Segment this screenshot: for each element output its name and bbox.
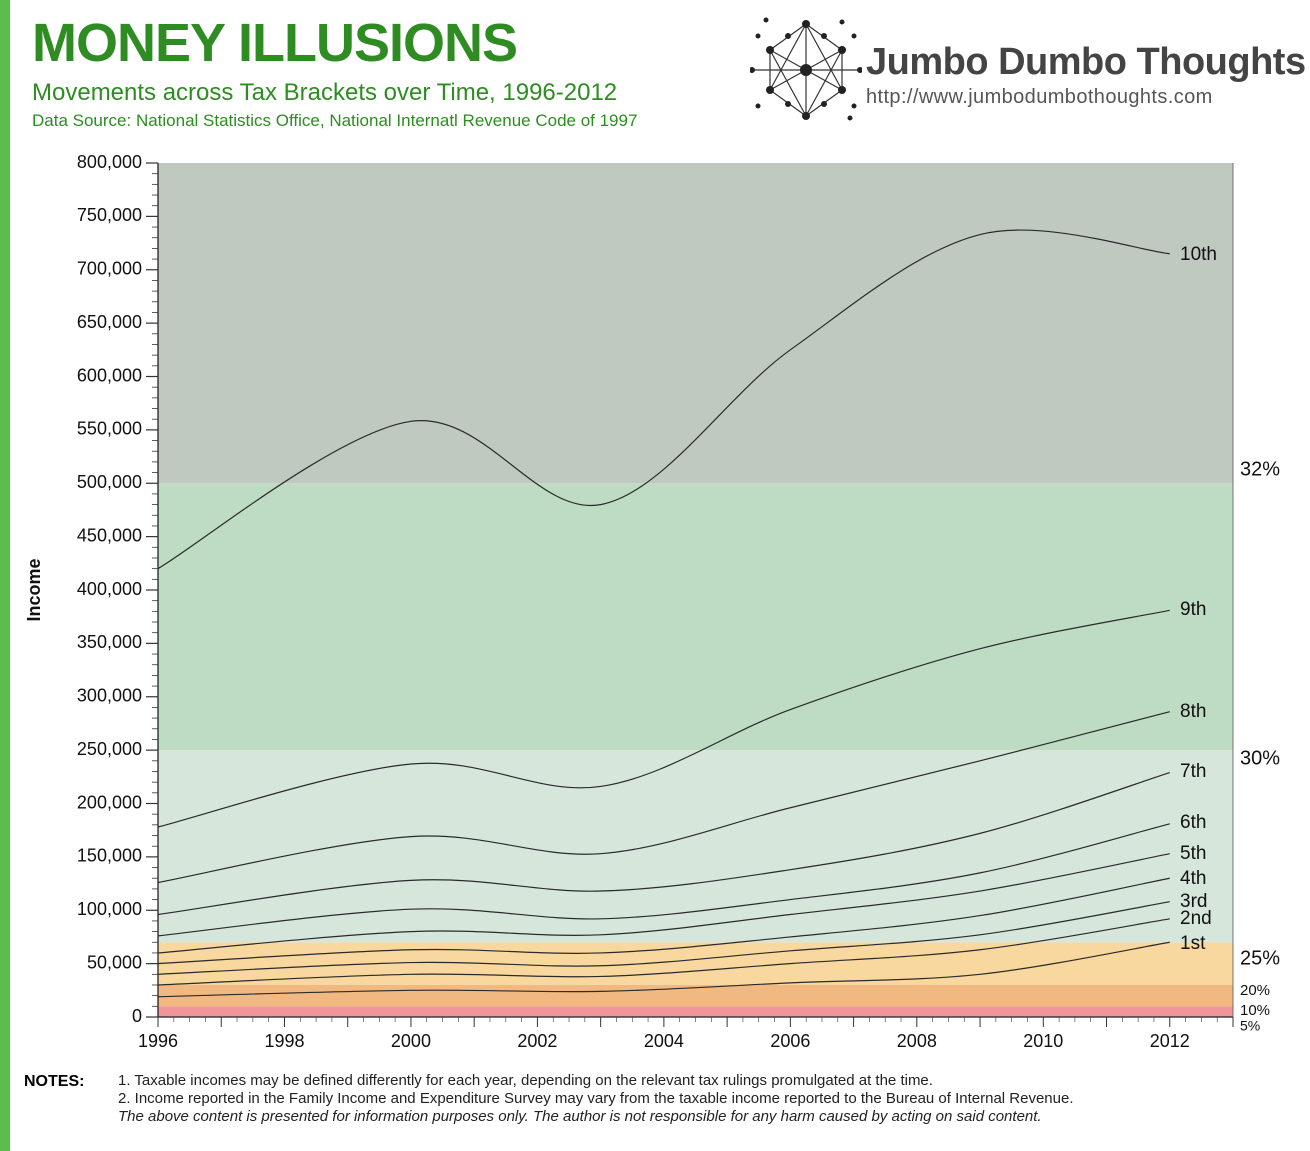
y-tick-label: 50,000 (87, 952, 142, 972)
bracket-label: 30% (1240, 747, 1280, 769)
y-tick-label: 200,000 (77, 792, 142, 812)
tax-bracket-bands (158, 163, 1233, 1017)
decile-line (157, 229, 1170, 570)
chart-axes: 0 50,000 100,000 150,000 200,000 250,000 300,0… (77, 152, 1234, 1051)
y-tick-label: 700,000 (77, 259, 142, 279)
decile-line (157, 918, 1170, 986)
series-label: 3rd (1180, 891, 1207, 912)
note-item: 2. Income reported in the Family Income … (118, 1090, 1074, 1107)
series-label: 6th (1180, 812, 1206, 833)
series-label: 9th (1180, 599, 1206, 620)
y-axis-title: Income (24, 558, 44, 621)
y-tick-label: 650,000 (77, 312, 142, 332)
bracket-band (158, 942, 1233, 985)
bracket-band (158, 1006, 1233, 1017)
bracket-label: 25% (1240, 947, 1280, 969)
decile-line (157, 941, 1170, 998)
network-dots-icon (750, 17, 862, 121)
bracket-label: 32% (1240, 458, 1280, 480)
x-tick-label: 2012 (1150, 1031, 1190, 1051)
y-tick-label: 400,000 (77, 579, 142, 599)
bracket-band (158, 163, 1233, 484)
brand-url[interactable]: http://www.jumbodumbothoughts.com (866, 86, 1213, 108)
series-label: 1st (1180, 933, 1206, 954)
y-tick-label: 550,000 (77, 419, 142, 439)
decile-line (157, 711, 1170, 884)
decile-line (157, 823, 1170, 937)
bracket-band (158, 483, 1233, 751)
y-tick-label: 800,000 (77, 152, 142, 172)
series-label: 7th (1180, 761, 1206, 782)
x-tick-label: 2002 (517, 1031, 557, 1051)
data-source: Data Source: National Statistics Office,… (32, 111, 638, 130)
page-subtitle: Movements across Tax Brackets over Time,… (32, 79, 618, 106)
brand-name: Jumbo Dumbo Thoughts (866, 41, 1306, 83)
bracket-band (158, 750, 1233, 943)
x-tick-label: 2006 (770, 1031, 810, 1051)
y-tick-label: 450,000 (77, 525, 142, 545)
tax-bracket-labels: 5%10% 20% 25% 30% 32% (1240, 458, 1280, 1033)
decile-line (157, 853, 1170, 954)
y-tick-label: 500,000 (77, 472, 142, 492)
notes-block: 1. Taxable incomes may be defined differ… (118, 1072, 1074, 1126)
y-tick-label: 300,000 (77, 686, 142, 706)
y-tick-label: 150,000 (77, 846, 142, 866)
decile-line (157, 771, 1170, 916)
notes-label: NOTES: (24, 1073, 85, 1090)
page-title: MONEY ILLUSIONS (32, 13, 518, 73)
x-tick-label: 2008 (897, 1031, 937, 1051)
y-tick-label: 350,000 (77, 632, 142, 652)
y-tick-label: 750,000 (77, 205, 142, 225)
y-tick-label: 600,000 (77, 365, 142, 385)
bracket-label: 20% (1240, 982, 1270, 999)
series-label: 5th (1180, 843, 1206, 864)
series-label: 4th (1180, 868, 1206, 889)
y-tick-label: 0 (132, 1006, 142, 1026)
x-tick-label: 2010 (1023, 1031, 1063, 1051)
disclaimer: The above content is presented for infor… (118, 1108, 1042, 1125)
x-tick-label: 1996 (138, 1031, 178, 1051)
decile-line (157, 877, 1170, 965)
decile-line (157, 901, 1170, 975)
x-tick-label: 2004 (644, 1031, 684, 1051)
note-item: 1. Taxable incomes may be defined differ… (118, 1072, 933, 1089)
y-tick-label: 100,000 (77, 899, 142, 919)
x-tick-label: 2000 (391, 1031, 431, 1051)
bracket-label: 10% (1240, 1002, 1270, 1019)
y-tick-label: 250,000 (77, 739, 142, 759)
series-label: 10th (1180, 244, 1217, 265)
decile-line (157, 609, 1170, 828)
accent-sidebar (0, 0, 10, 1151)
x-tick-label: 1998 (264, 1031, 304, 1051)
bracket-label: 5% (1240, 1018, 1260, 1034)
series-label: 2nd (1180, 908, 1212, 929)
series-label: 8th (1180, 701, 1206, 722)
